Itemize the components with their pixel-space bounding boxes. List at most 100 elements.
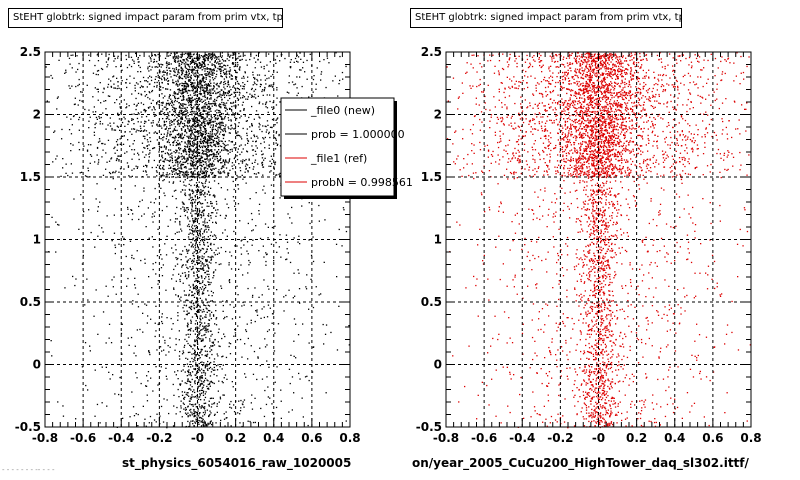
data-point	[202, 89, 205, 91]
data-point	[203, 57, 205, 59]
data-point	[203, 284, 206, 286]
data-point	[221, 145, 223, 148]
data-point	[144, 120, 146, 122]
data-point	[223, 60, 225, 62]
data-point	[164, 342, 166, 344]
data-point	[87, 144, 90, 146]
data-point	[160, 267, 163, 269]
data-point	[113, 232, 116, 234]
data-point	[200, 124, 202, 126]
data-point	[205, 113, 208, 115]
data-point	[183, 83, 185, 85]
data-point	[227, 162, 229, 164]
data-point	[223, 78, 225, 80]
data-point	[177, 157, 179, 159]
data-point	[205, 174, 207, 176]
data-point	[179, 162, 181, 164]
data-point	[202, 292, 205, 295]
data-point	[154, 115, 156, 117]
data-point	[162, 137, 164, 139]
data-point	[212, 168, 214, 170]
data-point	[225, 75, 227, 77]
data-point	[187, 276, 190, 278]
data-point	[224, 80, 226, 83]
data-point	[169, 54, 171, 56]
data-point	[232, 168, 234, 170]
data-point	[120, 332, 123, 335]
data-point	[213, 121, 215, 123]
data-point	[203, 229, 206, 231]
data-point	[143, 108, 145, 111]
data-point	[174, 92, 177, 94]
data-point	[198, 57, 200, 60]
data-point	[238, 134, 240, 136]
data-point	[199, 120, 201, 123]
data-point	[196, 64, 198, 66]
data-point	[208, 213, 210, 215]
data-point	[207, 256, 209, 258]
data-point	[195, 131, 197, 133]
data-point	[188, 141, 190, 143]
data-point	[184, 371, 186, 373]
data-point	[276, 87, 278, 89]
data-point	[219, 110, 221, 112]
data-point	[162, 168, 164, 170]
data-point	[277, 143, 279, 145]
data-point	[219, 93, 221, 95]
data-point	[148, 62, 150, 64]
data-point	[262, 137, 264, 139]
data-point	[195, 100, 197, 102]
data-point	[176, 84, 179, 86]
data-point	[208, 68, 210, 70]
data-point	[207, 424, 209, 426]
data-point	[237, 64, 239, 66]
data-point	[186, 159, 188, 161]
data-point	[210, 412, 212, 414]
data-point	[201, 299, 203, 302]
data-point	[179, 133, 181, 136]
data-point	[187, 102, 190, 104]
data-point	[181, 264, 184, 267]
data-point	[168, 67, 171, 69]
data-point	[240, 97, 242, 99]
data-point	[193, 308, 196, 310]
data-point	[174, 164, 176, 166]
data-point	[207, 122, 209, 124]
data-point	[268, 144, 270, 146]
data-point	[278, 173, 280, 176]
data-point	[191, 110, 193, 113]
data-point	[187, 85, 190, 87]
data-point	[195, 117, 197, 119]
data-point	[191, 129, 193, 131]
data-point	[196, 119, 198, 121]
data-point	[274, 161, 277, 163]
data-point	[198, 366, 200, 368]
data-point	[203, 231, 205, 233]
data-point	[179, 149, 181, 151]
data-point	[188, 198, 190, 201]
data-point	[186, 118, 188, 120]
data-point	[202, 418, 204, 420]
data-point	[166, 141, 168, 143]
data-point	[230, 124, 233, 126]
data-point	[196, 338, 199, 340]
data-point	[212, 212, 214, 214]
data-point	[207, 168, 209, 170]
data-point	[216, 109, 218, 111]
data-point	[181, 155, 183, 157]
data-point	[200, 383, 202, 385]
data-point	[185, 167, 187, 169]
data-point	[342, 207, 345, 209]
data-point	[211, 132, 213, 134]
data-point	[192, 82, 194, 85]
data-point	[246, 150, 248, 152]
data-point	[201, 182, 203, 184]
data-point	[51, 355, 53, 357]
data-point	[268, 288, 270, 290]
data-point	[193, 251, 195, 253]
data-point	[214, 118, 216, 120]
data-point	[211, 74, 213, 76]
data-point	[259, 117, 261, 119]
data-point	[161, 127, 163, 129]
data-point	[209, 69, 211, 71]
